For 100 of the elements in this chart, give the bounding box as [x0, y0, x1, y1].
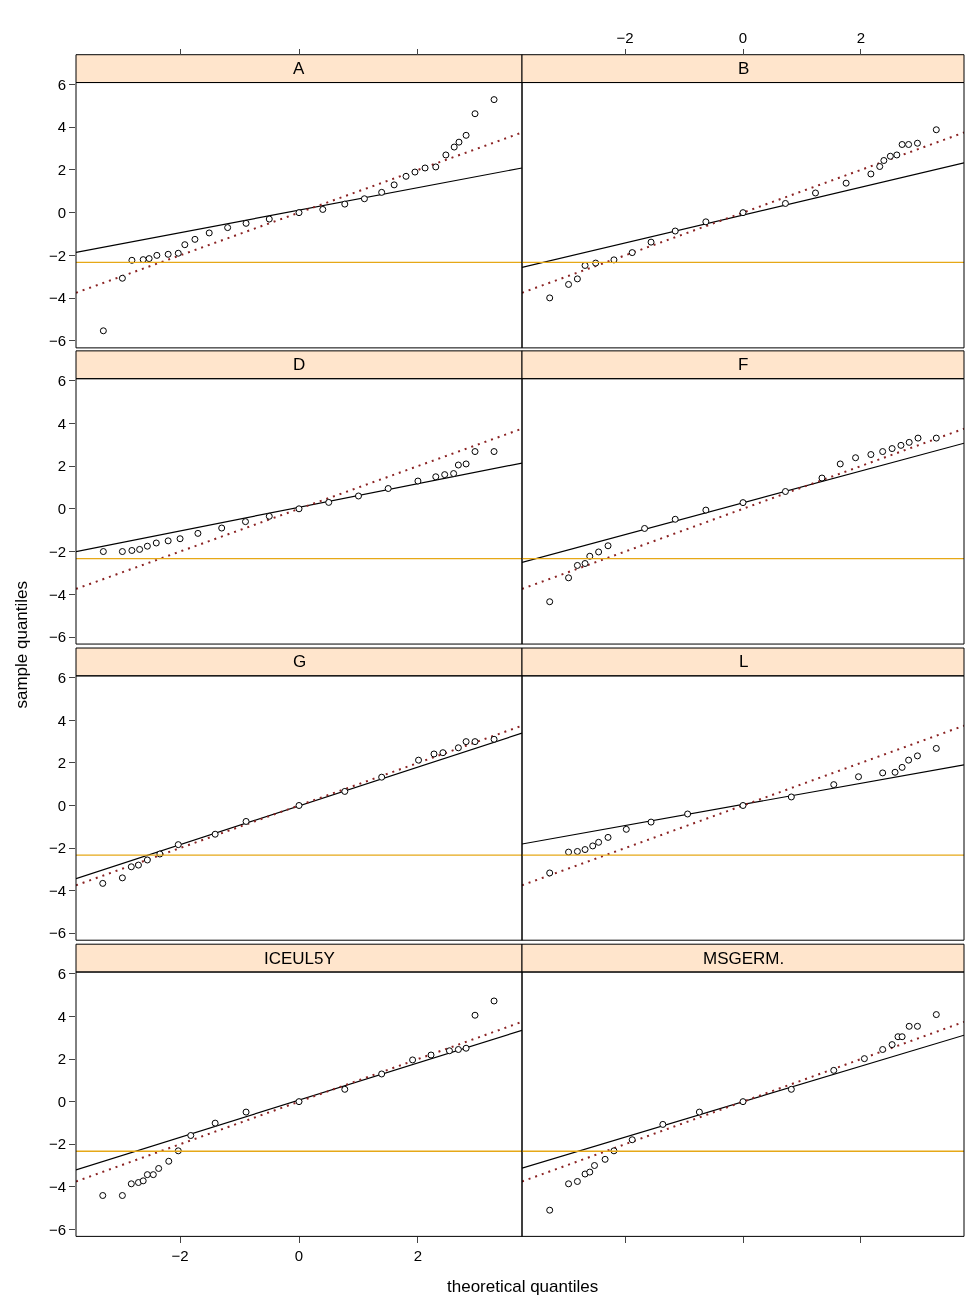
y-tick-label: −2 — [48, 246, 66, 264]
point — [905, 438, 913, 446]
point — [462, 131, 470, 139]
y-tick-label: −6 — [48, 332, 66, 350]
point — [442, 151, 450, 159]
y-tick-label: 0 — [57, 500, 66, 518]
point — [891, 768, 899, 776]
point — [462, 460, 470, 468]
point — [573, 1177, 581, 1185]
point — [905, 756, 913, 764]
point — [134, 1179, 142, 1187]
point — [852, 454, 860, 462]
point — [860, 1055, 868, 1063]
point — [174, 249, 182, 257]
point — [454, 1046, 462, 1053]
chart-title: A — [293, 59, 305, 78]
point — [165, 1157, 173, 1165]
point — [319, 205, 327, 213]
point — [194, 529, 202, 537]
point — [241, 518, 249, 526]
point — [378, 773, 386, 781]
point — [913, 139, 921, 147]
y-tick-label: 4 — [57, 118, 66, 136]
point — [378, 188, 386, 196]
point — [295, 505, 303, 513]
y-tick-label: 2 — [57, 754, 66, 772]
point — [684, 810, 692, 818]
point — [218, 524, 226, 532]
point — [127, 863, 135, 871]
point — [867, 451, 875, 459]
point — [354, 492, 362, 500]
point — [295, 801, 303, 809]
point — [118, 874, 126, 882]
point — [164, 250, 172, 258]
point — [99, 1192, 107, 1200]
chart-title: G — [293, 652, 307, 671]
point — [647, 818, 655, 826]
point — [441, 471, 449, 479]
point — [136, 545, 144, 553]
point — [595, 548, 603, 556]
point — [139, 1177, 147, 1185]
point — [211, 830, 219, 838]
y-tick-label: −6 — [48, 628, 66, 646]
point — [187, 1131, 195, 1139]
point — [432, 163, 440, 171]
y-tick-label: −6 — [48, 1220, 66, 1238]
point — [145, 255, 153, 263]
point — [581, 560, 589, 567]
point — [647, 238, 655, 246]
point — [671, 515, 679, 523]
point — [565, 574, 573, 582]
point — [295, 209, 303, 217]
point — [898, 140, 906, 148]
y-tick-label: −4 — [48, 289, 66, 307]
point — [224, 224, 232, 232]
y-tick-label: 4 — [57, 414, 66, 432]
point — [546, 869, 554, 877]
y-tick-label: −4 — [48, 1178, 66, 1196]
point — [932, 126, 940, 134]
point — [830, 1066, 838, 1074]
point — [265, 215, 273, 223]
point — [128, 546, 136, 554]
point — [867, 170, 875, 178]
point — [325, 498, 333, 506]
point — [787, 793, 795, 801]
point — [601, 1155, 609, 1163]
point — [242, 817, 250, 825]
point — [604, 833, 612, 841]
point — [181, 241, 189, 249]
point — [127, 1180, 135, 1188]
point — [573, 847, 581, 855]
chart-title: D — [293, 355, 306, 374]
point — [118, 274, 126, 282]
point — [471, 1011, 479, 1019]
point — [886, 152, 894, 160]
y-tick-label: −2 — [48, 542, 66, 560]
point — [622, 825, 630, 833]
point — [490, 997, 498, 1005]
point — [546, 1206, 554, 1214]
point — [99, 548, 107, 556]
point — [118, 548, 126, 556]
point — [898, 763, 906, 771]
point — [781, 199, 789, 207]
point — [702, 506, 710, 514]
point — [134, 861, 142, 869]
y-tick-label: 6 — [57, 965, 66, 983]
point — [360, 195, 368, 203]
point — [402, 172, 410, 180]
point — [818, 474, 826, 482]
point — [439, 749, 447, 757]
y-tick-label: 4 — [57, 711, 66, 729]
x-tick-label: 0 — [294, 1247, 304, 1265]
point — [143, 856, 151, 864]
point — [211, 1119, 219, 1127]
chart-title: F — [738, 355, 749, 374]
point — [128, 256, 136, 264]
point — [787, 1085, 795, 1093]
point — [490, 96, 498, 104]
y-tick-label: 2 — [57, 1050, 66, 1068]
point — [164, 537, 172, 545]
